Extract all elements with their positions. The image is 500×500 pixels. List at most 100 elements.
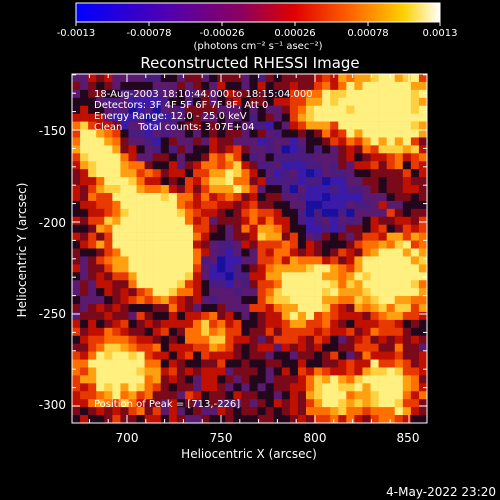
plot-title: Reconstructed RHESSI Image: [140, 54, 359, 72]
image-pixel: [241, 399, 250, 408]
image-pixel: [378, 137, 387, 146]
image-pixel: [104, 185, 113, 194]
image-pixel: [193, 264, 202, 273]
image-pixel: [168, 383, 178, 392]
image-pixel: [104, 367, 113, 376]
image-pixel: [144, 113, 153, 122]
image-pixel: [120, 232, 129, 241]
image-pixel: [273, 248, 283, 257]
image-pixel: [120, 391, 129, 400]
image-pixel: [297, 177, 307, 186]
image-pixel: [225, 177, 234, 186]
image-pixel: [418, 192, 428, 202]
image-pixel: [201, 161, 210, 170]
image-pixel: [160, 311, 170, 321]
image-pixel: [88, 105, 97, 114]
image-pixel: [193, 153, 202, 162]
image-pixel: [201, 137, 210, 146]
image-pixel: [72, 248, 81, 257]
image-pixel: [209, 256, 218, 265]
image-pixel: [281, 153, 291, 162]
image-pixel: [418, 121, 428, 130]
image-pixel: [168, 161, 178, 170]
image-pixel: [249, 89, 258, 99]
image-pixel: [346, 81, 355, 91]
image-pixel: [201, 129, 210, 138]
image-pixel: [120, 264, 129, 273]
image-pixel: [338, 343, 347, 352]
image-pixel: [128, 224, 137, 233]
image-pixel: [144, 240, 153, 249]
image-pixel: [370, 192, 379, 202]
image-pixel: [184, 208, 194, 218]
image-pixel: [257, 391, 266, 400]
image-pixel: [152, 415, 162, 424]
image-pixel: [88, 343, 97, 352]
image-pixel: [305, 359, 315, 368]
image-pixel: [241, 383, 250, 392]
image-pixel: [249, 74, 258, 83]
image-pixel: [209, 335, 218, 344]
image-pixel: [176, 224, 186, 233]
image-pixel: [257, 248, 266, 257]
image-pixel: [322, 121, 331, 130]
image-pixel: [72, 74, 81, 83]
image-pixel: [160, 161, 170, 170]
image-pixel: [144, 224, 153, 233]
image-pixel: [217, 280, 226, 289]
image-pixel: [176, 129, 186, 138]
image-pixel: [72, 399, 81, 408]
image-pixel: [217, 121, 226, 130]
image-pixel: [418, 105, 428, 114]
image-pixel: [418, 74, 428, 83]
image-pixel: [209, 216, 218, 225]
image-pixel: [217, 264, 226, 273]
image-pixel: [168, 216, 178, 225]
image-pixel: [378, 129, 387, 138]
image-pixel: [225, 192, 234, 202]
image-pixel: [120, 256, 129, 265]
image-pixel: [289, 343, 299, 352]
image-pixel: [386, 383, 396, 392]
image-pixel: [305, 383, 315, 392]
image-pixel: [386, 161, 396, 170]
image-pixel: [402, 375, 412, 384]
image-pixel: [233, 415, 242, 424]
image-pixel: [265, 343, 275, 352]
image-pixel: [88, 375, 97, 384]
image-pixel: [273, 327, 283, 337]
image-pixel: [330, 216, 339, 225]
image-pixel: [176, 248, 186, 257]
image-pixel: [410, 319, 420, 329]
image-pixel: [209, 97, 218, 107]
image-pixel: [346, 311, 355, 321]
image-pixel: [128, 97, 137, 107]
image-pixel: [273, 145, 283, 154]
image-pixel: [330, 343, 339, 352]
image-pixel: [370, 97, 379, 107]
image-pixel: [184, 407, 194, 416]
image-pixel: [88, 319, 97, 329]
image-pixel: [330, 264, 339, 273]
image-pixel: [152, 81, 162, 91]
colorbar-unit-label: (photons cm⁻² s⁻¹ asec⁻²): [193, 41, 322, 52]
image-pixel: [362, 272, 371, 281]
image-pixel: [184, 200, 194, 210]
image-pixel: [370, 359, 379, 368]
image-pixel: [281, 327, 291, 337]
image-pixel: [394, 311, 404, 321]
image-pixel: [184, 319, 194, 329]
image-pixel: [249, 375, 258, 384]
image-pixel: [136, 240, 145, 249]
image-pixel: [176, 319, 186, 329]
image-pixel: [136, 121, 145, 130]
y-tick-label: -250: [39, 307, 66, 321]
image-pixel: [104, 335, 113, 344]
image-pixel: [120, 224, 129, 233]
image-pixel: [289, 129, 299, 138]
image-pixel: [96, 192, 105, 202]
image-pixel: [209, 113, 218, 122]
image-pixel: [225, 105, 234, 114]
image-pixel: [209, 240, 218, 249]
image-pixel: [394, 343, 404, 352]
